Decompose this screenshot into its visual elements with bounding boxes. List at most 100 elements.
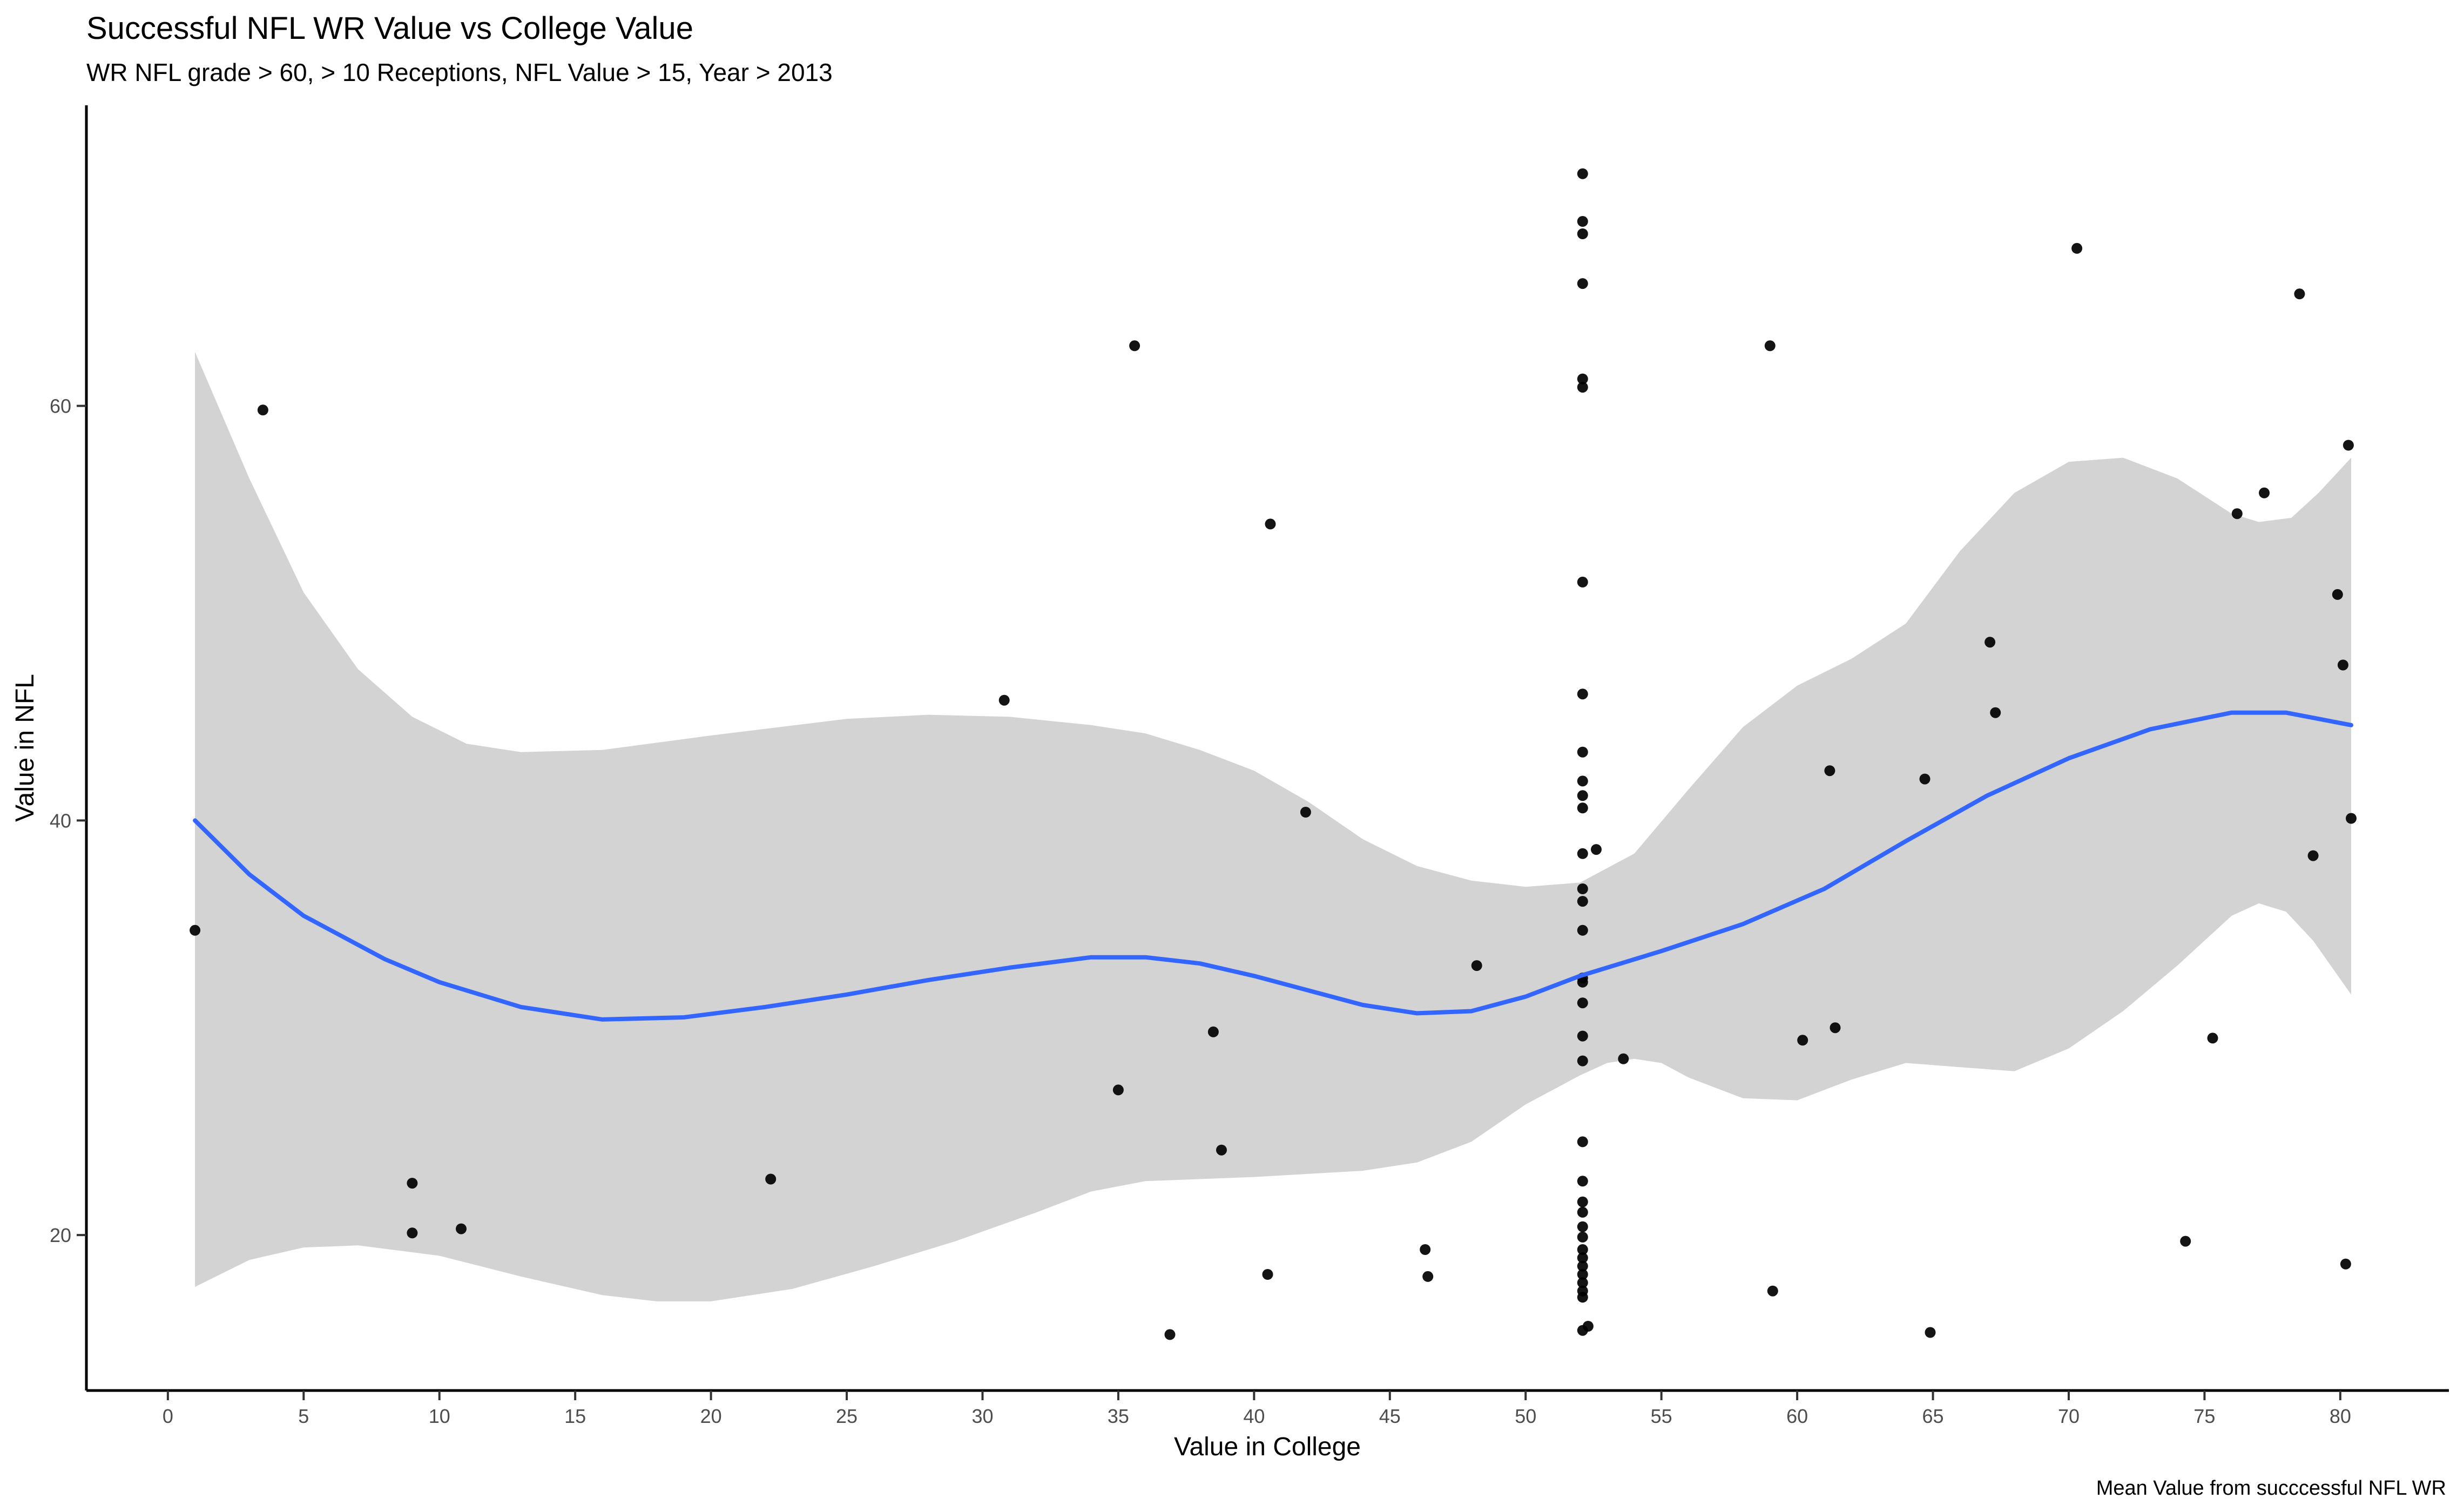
smooth-line	[193, 710, 2353, 1022]
x-axis-ticks: 0 5 10 15 20 25 30 35 40 45 50 55 60 65 70 75 80	[163, 1390, 2351, 1427]
x-tick-label: 30	[971, 1405, 993, 1427]
data-point	[407, 1227, 418, 1239]
data-point	[1577, 1136, 1588, 1148]
x-tick-label: 80	[2330, 1405, 2351, 1427]
data-point	[1577, 883, 1588, 894]
data-point	[1129, 340, 1140, 352]
data-point	[1577, 924, 1588, 936]
data-point	[1577, 373, 1588, 384]
x-tick-label: 70	[2058, 1405, 2080, 1427]
y-tick-label: 40	[50, 809, 71, 832]
x-tick-label: 50	[1515, 1405, 1536, 1427]
x-tick-label: 45	[1379, 1405, 1401, 1427]
x-tick-label: 25	[836, 1405, 858, 1427]
data-point	[1577, 576, 1588, 588]
data-point	[1582, 1321, 1594, 1332]
data-point	[1577, 1176, 1588, 1187]
x-tick-label: 55	[1651, 1405, 1672, 1427]
data-point	[765, 1173, 777, 1185]
data-point	[1577, 1055, 1588, 1066]
data-point	[1577, 1260, 1588, 1272]
data-point	[1112, 1084, 1124, 1096]
data-point	[1577, 896, 1588, 907]
data-point	[2180, 1236, 2191, 1247]
data-point	[1216, 1144, 1227, 1156]
data-point	[1577, 802, 1588, 814]
data-point	[1577, 1221, 1588, 1232]
data-point	[2346, 813, 2357, 824]
data-point	[1591, 844, 1602, 855]
data-point	[1577, 1196, 1588, 1207]
data-point	[1985, 637, 1996, 648]
data-point	[2337, 659, 2348, 671]
y-tick-label: 60	[50, 395, 71, 417]
data-point	[1577, 382, 1588, 393]
data-point	[1577, 790, 1588, 801]
data-point	[1207, 1026, 1219, 1037]
data-point	[1919, 773, 1931, 785]
data-point	[1577, 216, 1588, 227]
data-point	[2307, 850, 2319, 861]
data-point	[1577, 1206, 1588, 1218]
data-point	[1577, 1292, 1588, 1303]
data-point	[1577, 1244, 1588, 1255]
y-axis-label: Value in NFL	[11, 674, 39, 822]
data-point	[1990, 707, 2001, 718]
data-point	[1577, 1277, 1588, 1288]
y-axis-ticks: 20 40 60	[50, 395, 86, 1246]
chart-title: Successful NFL WR Value vs College Value	[86, 11, 693, 46]
data-point	[1422, 1271, 1434, 1282]
x-tick-label: 40	[1243, 1405, 1265, 1427]
x-tick-label: 35	[1108, 1405, 1129, 1427]
data-point	[2071, 242, 2083, 254]
data-point	[1577, 997, 1588, 1009]
plot-area	[190, 168, 2357, 1340]
x-tick-label: 20	[700, 1405, 722, 1427]
data-point	[1577, 1231, 1588, 1243]
data-point	[1577, 688, 1588, 700]
data-point	[1262, 1269, 1273, 1280]
data-point	[1577, 775, 1588, 787]
x-axis-label: Value in College	[1174, 1433, 1361, 1461]
data-point	[1824, 765, 1835, 777]
data-point	[2340, 1258, 2351, 1270]
data-point	[2231, 508, 2243, 519]
data-point	[2207, 1032, 2218, 1044]
chart-caption: Mean Value from succcessful NFL WR	[2096, 1477, 2446, 1500]
data-point	[2294, 288, 2305, 300]
x-tick-label: 15	[564, 1405, 586, 1427]
data-point	[2332, 589, 2343, 600]
data-point	[1577, 228, 1588, 239]
data-point	[998, 694, 1010, 706]
chart-subtitle: WR NFL grade > 60, > 10 Receptions, NFL …	[86, 58, 833, 86]
data-point	[190, 924, 201, 936]
data-point	[1577, 1252, 1588, 1264]
data-point	[1767, 1285, 1778, 1297]
data-point	[1830, 1022, 1841, 1034]
confidence-band	[195, 352, 2351, 1301]
x-tick-label: 75	[2193, 1405, 2215, 1427]
data-point	[1164, 1329, 1176, 1340]
data-point	[1618, 1053, 1629, 1064]
data-point	[1577, 1269, 1588, 1280]
data-point	[1577, 278, 1588, 289]
data-point	[1764, 340, 1776, 352]
x-tick-label: 60	[1786, 1405, 1808, 1427]
data-point	[1300, 807, 1311, 818]
x-tick-label: 5	[298, 1405, 309, 1427]
x-tick-label: 65	[1922, 1405, 1944, 1427]
data-point	[1577, 848, 1588, 859]
data-point	[257, 404, 268, 416]
data-point	[1797, 1035, 1808, 1046]
data-point	[2343, 440, 2354, 451]
data-point	[1577, 746, 1588, 758]
x-tick-label: 0	[163, 1405, 173, 1427]
data-point	[1577, 1030, 1588, 1042]
data-point	[456, 1223, 467, 1234]
data-point	[1925, 1327, 1936, 1338]
y-tick-label: 20	[50, 1224, 71, 1246]
data-point	[1577, 976, 1588, 988]
data-point	[1577, 168, 1588, 179]
data-point	[2259, 487, 2270, 498]
